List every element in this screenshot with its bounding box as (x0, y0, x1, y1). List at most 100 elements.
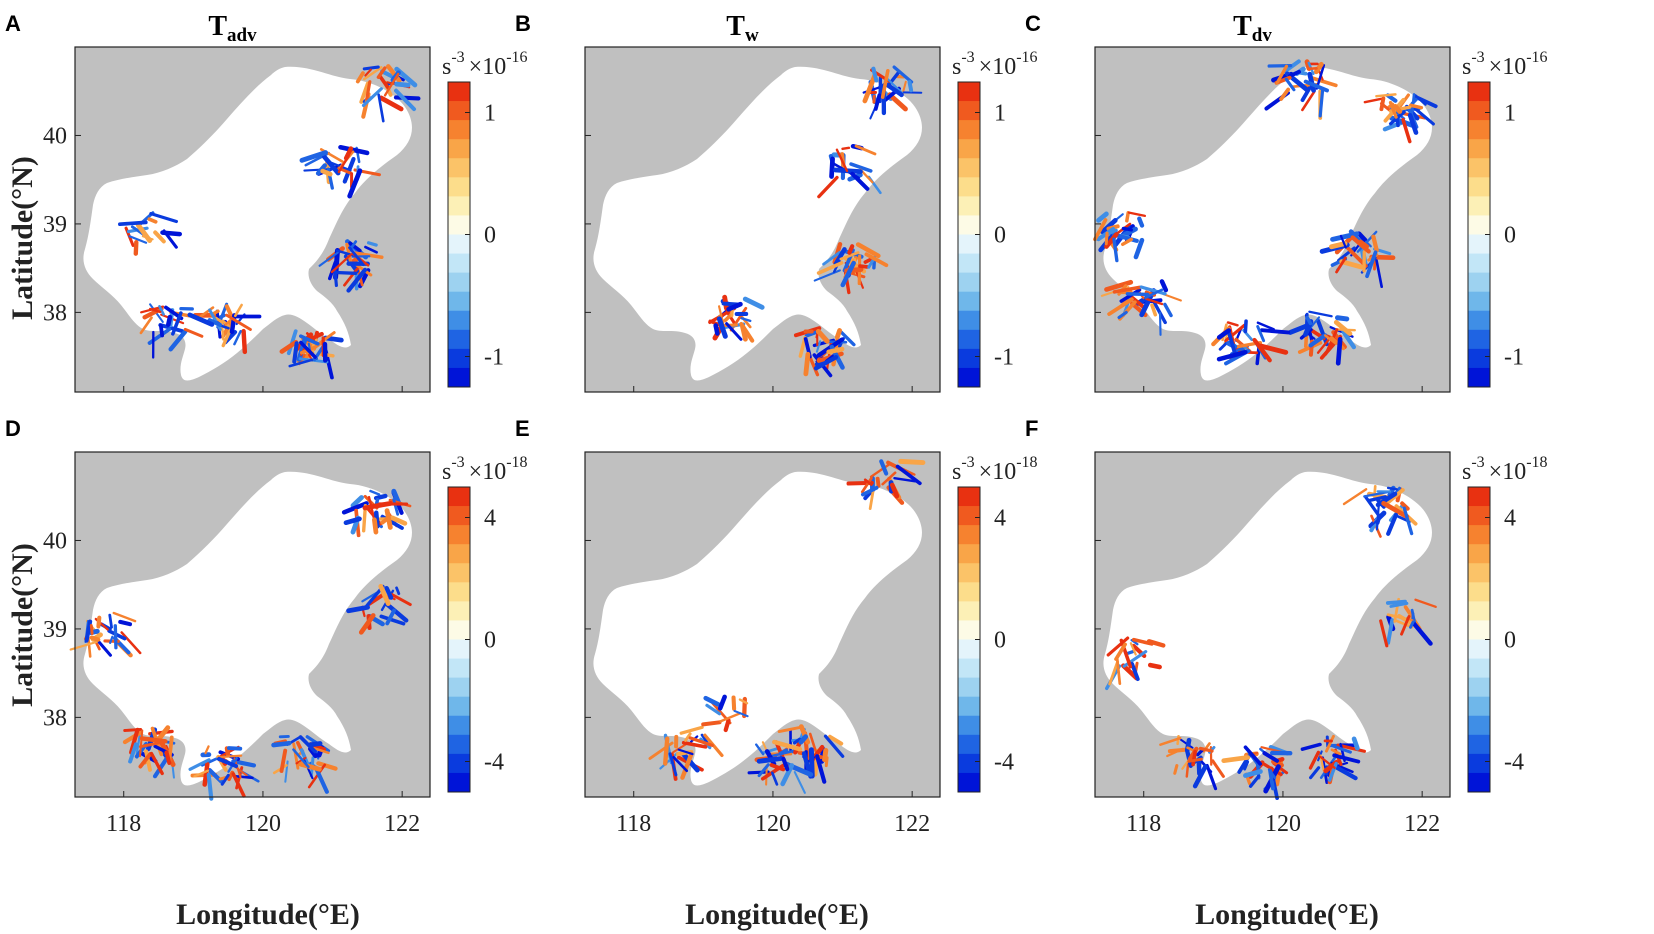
anomaly-streak (320, 168, 333, 177)
anomaly-streak (313, 765, 329, 794)
anomaly-streak (1192, 764, 1208, 789)
anomaly-streak (187, 312, 215, 327)
anomaly-streak (1379, 96, 1386, 112)
colorbar-step (448, 582, 470, 602)
axes-frame (74, 46, 431, 393)
colorbar-step (1468, 601, 1490, 621)
colorbar-unit-exponent: -3 (961, 454, 974, 471)
anomaly-streak (1365, 250, 1378, 279)
anomaly-streak (390, 592, 412, 607)
anomaly-streak (813, 269, 841, 282)
colorbar-step (1468, 658, 1490, 679)
anomaly-streak (364, 68, 372, 77)
anomaly-streak (1162, 293, 1182, 302)
anomaly-streak (1125, 650, 1135, 656)
anomaly-streak (1389, 601, 1409, 608)
anomaly-streak (1248, 774, 1261, 788)
anomaly-streak (705, 703, 722, 716)
anomaly-streak (1216, 328, 1232, 340)
anomaly-streak (798, 734, 809, 745)
x-axis-label-left: Longitude(°E) (176, 898, 360, 931)
anomaly-streak (1394, 619, 1414, 629)
anomaly-streak (1301, 90, 1316, 112)
y-tick-label: 40 (43, 528, 67, 554)
colorbar-step (1468, 310, 1490, 331)
anomaly-streak (299, 334, 320, 346)
anomaly-streak (1121, 226, 1134, 232)
colorbar-multiplier: ×10 (979, 459, 1017, 485)
anomaly-streak (1216, 349, 1248, 362)
anomaly-streak (1318, 88, 1325, 118)
anomaly-streak (1166, 747, 1184, 758)
anomaly-streak (389, 515, 408, 526)
anomaly-streak (860, 485, 879, 497)
anomaly-streak (335, 249, 357, 258)
anomaly-streak (716, 316, 728, 339)
anomaly-streak (378, 74, 390, 90)
y-tick-label: 38 (43, 705, 67, 731)
anomaly-streak (380, 515, 391, 525)
anomaly-streak (1243, 745, 1262, 766)
anomaly-streak (863, 256, 874, 264)
colorbar-step (1468, 120, 1490, 140)
anomaly-streak (362, 65, 380, 71)
anomaly-streak (839, 251, 860, 261)
anomaly-streak (384, 585, 394, 600)
anomaly-streak (769, 763, 786, 772)
anomaly-streak (1308, 333, 1328, 348)
anomaly-streak (677, 748, 694, 756)
colorbar-tick-label: 4 (994, 506, 1006, 532)
colorbar-step (448, 82, 470, 102)
anomaly-streak (1304, 59, 1312, 71)
anomaly-streak (321, 154, 341, 176)
anomaly-streak (361, 591, 379, 603)
anomaly-streak (1400, 501, 1410, 511)
colorbar-multiplier: ×10 (979, 54, 1017, 80)
colorbar-step (958, 658, 980, 679)
anomaly-streak (153, 230, 166, 244)
colorbar-step (958, 310, 980, 331)
colorbar-step (1468, 101, 1490, 121)
anomaly-streak (84, 619, 93, 643)
anomaly-streak (296, 337, 308, 362)
anomaly-streak (1342, 488, 1368, 506)
anomaly-streak (772, 739, 803, 752)
colorbar-step (958, 734, 980, 755)
anomaly-streak (1145, 297, 1164, 306)
colorbar-unit: s-3 ×10-16 (1462, 49, 1548, 80)
colorbar-step (958, 715, 980, 736)
anomaly-streak (128, 742, 138, 764)
anomaly-streak (835, 148, 849, 173)
y-tick-label: 38 (43, 300, 67, 326)
colorbar-step (1468, 563, 1490, 583)
anomaly-streak (318, 251, 340, 267)
anomaly-streak (346, 267, 368, 293)
axes-frame (74, 451, 431, 798)
anomaly-streak (1106, 636, 1130, 657)
colorbar-step (448, 196, 470, 216)
colorbar-step (448, 639, 470, 660)
anomaly-streak (777, 725, 804, 734)
anomaly-streak (1414, 94, 1427, 106)
anomaly-streak (1159, 279, 1169, 293)
anomaly-streak (880, 68, 890, 99)
anomaly-streak (138, 740, 166, 749)
colorbar: 10-1s-3 ×10-16 (1462, 49, 1548, 388)
anomaly-streak (1279, 87, 1291, 101)
colorbar: 10-1s-3 ×10-16 (442, 49, 528, 388)
anomaly-streak (233, 774, 254, 780)
anomaly-streak (1375, 503, 1380, 531)
colorbar-step (1468, 772, 1490, 793)
colorbar-step (448, 367, 470, 388)
anomaly-streak (1392, 103, 1403, 114)
axes-frame (584, 451, 941, 798)
anomaly-streak (133, 240, 139, 256)
panel-title: Tw (726, 11, 759, 46)
anomaly-streak (330, 253, 353, 274)
anomaly-streak (792, 737, 802, 745)
anomaly-streak (725, 322, 743, 341)
anomaly-streak (378, 583, 391, 606)
anomaly-streak (1287, 69, 1301, 78)
anomaly-streak (1150, 303, 1158, 317)
